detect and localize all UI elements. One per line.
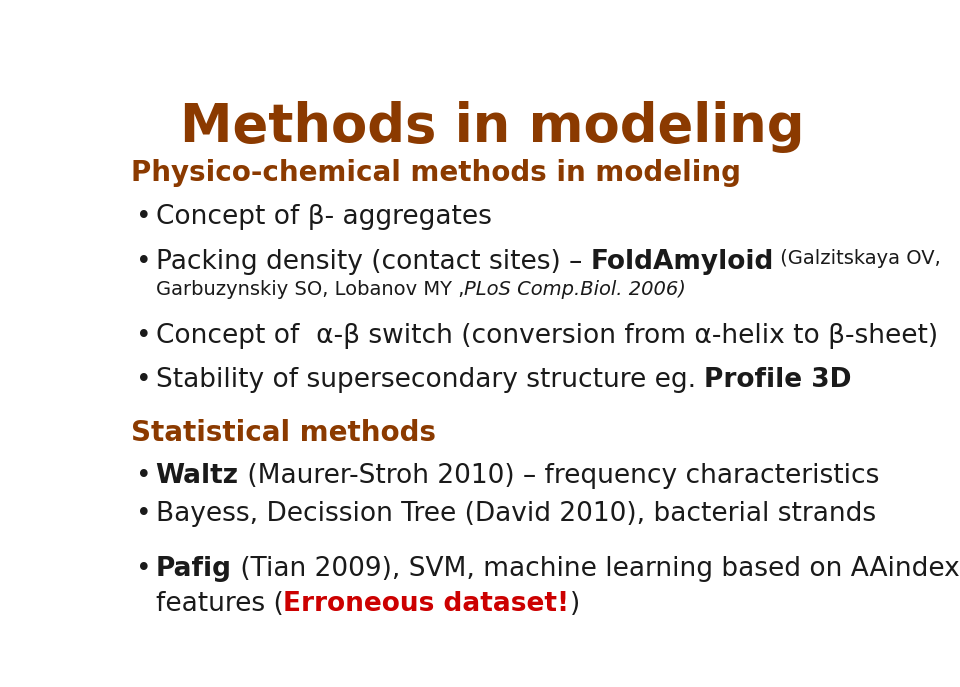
Text: PLoS Comp.Biol. 2006): PLoS Comp.Biol. 2006) [464, 280, 686, 299]
Text: Packing density (contact sites) –: Packing density (contact sites) – [156, 249, 590, 275]
Text: FoldAmyloid: FoldAmyloid [590, 249, 774, 275]
Text: •: • [136, 556, 152, 583]
Text: •: • [136, 249, 152, 275]
Text: Waltz: Waltz [156, 463, 239, 488]
Text: (Maurer-Stroh 2010) – frequency characteristics: (Maurer-Stroh 2010) – frequency characte… [239, 463, 879, 488]
Text: •: • [136, 463, 152, 488]
Text: ): ) [569, 591, 580, 617]
Text: Stability of supersecondary structure eg.: Stability of supersecondary structure eg… [156, 366, 705, 392]
Text: Bayess, Decission Tree (David 2010), bacterial strands: Bayess, Decission Tree (David 2010), bac… [156, 501, 876, 527]
Text: Profile 3D: Profile 3D [705, 366, 852, 392]
Text: •: • [136, 501, 152, 527]
Text: Erroneous dataset!: Erroneous dataset! [283, 591, 569, 617]
Text: Concept of β- aggregates: Concept of β- aggregates [156, 204, 492, 230]
Text: (Tian 2009), SVM, machine learning based on AAindex: (Tian 2009), SVM, machine learning based… [231, 556, 959, 583]
Text: (Galzitskaya OV,: (Galzitskaya OV, [774, 249, 941, 268]
Text: Garbuzynskiy SO, Lobanov MY ,: Garbuzynskiy SO, Lobanov MY , [156, 280, 464, 299]
Text: features (: features ( [156, 591, 283, 617]
Text: •: • [136, 204, 152, 230]
Text: Physico-chemical methods in modeling: Physico-chemical methods in modeling [132, 159, 741, 187]
Text: •: • [136, 323, 152, 349]
Text: Concept of  α-β switch (conversion from α-helix to β-sheet): Concept of α-β switch (conversion from α… [156, 323, 938, 349]
Text: •: • [136, 366, 152, 392]
Text: Pafig: Pafig [156, 556, 231, 583]
Text: Methods in modeling: Methods in modeling [180, 101, 804, 153]
Text: Statistical methods: Statistical methods [132, 419, 436, 447]
